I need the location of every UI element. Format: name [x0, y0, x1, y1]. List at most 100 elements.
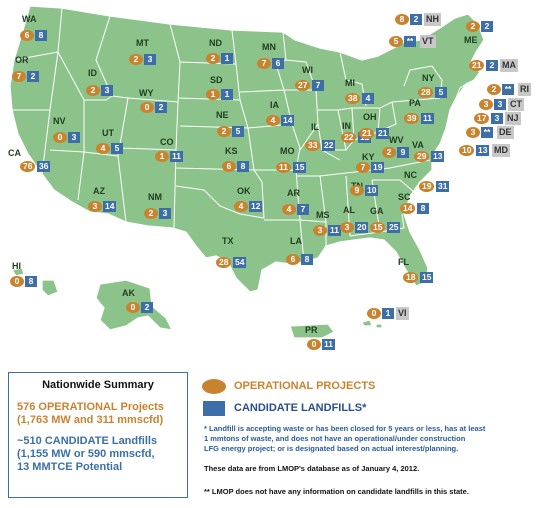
us-map [9, 5, 485, 339]
candidate-count-wv: 9 [397, 147, 409, 158]
operational-count-wa: 6 [20, 30, 34, 41]
operational-count-ak: 0 [126, 302, 140, 313]
operational-count-hi: 0 [10, 276, 24, 287]
state-label-al: AL [343, 205, 355, 215]
candidate-count-ga: 25 [387, 222, 401, 233]
candidate-count-wy: 2 [155, 102, 167, 113]
operational-count-md: 10 [459, 145, 475, 156]
state-label-md: MD [492, 144, 510, 157]
state-label-ga: GA [370, 206, 384, 216]
candidate-count-ia: 14 [281, 115, 295, 126]
candidate-count-ca: 36 [37, 161, 51, 172]
candidate-count-pa: 11 [421, 113, 434, 124]
candidate-count-ky: 19 [371, 162, 385, 173]
state-label-ar: AR [287, 188, 300, 198]
operational-legend-label: OPERATIONAL PROJECTS [234, 380, 376, 392]
summary-operational: 576 OPERATIONAL Projects (1,763 MW and 3… [17, 401, 164, 426]
operational-count-nm: 2 [144, 208, 158, 219]
operational-count-il: 33 [305, 140, 321, 151]
candidate-count-md: 13 [476, 145, 490, 156]
candidate-count-vt: ** [404, 36, 416, 47]
state-label-ct: CT [508, 98, 524, 111]
candidate-count-ok: 12 [249, 201, 263, 212]
candidate-count-la: 8 [301, 254, 313, 265]
operational-count-ca: 76 [20, 161, 36, 172]
state-label-il: IL [311, 122, 319, 132]
candidate-count-hi: 8 [25, 276, 37, 287]
state-label-wy: WY [139, 88, 154, 98]
candidate-legend-label: CANDIDATE LANDFILLS* [234, 402, 367, 414]
state-label-nj: NJ [505, 112, 521, 125]
operational-count-ma: 21 [469, 60, 485, 71]
candidate-count-nd: 1 [221, 53, 233, 64]
state-label-me: ME [464, 35, 478, 45]
state-label-in: IN [342, 121, 351, 131]
candidate-count-mt: 3 [144, 54, 156, 65]
operational-count-sd: 1 [206, 89, 220, 100]
candidate-count-wa: 8 [35, 30, 47, 41]
operational-legend-swatch [202, 379, 226, 394]
candidate-count-mo: 15 [293, 162, 307, 173]
operational-count-mi: 38 [345, 93, 361, 104]
operational-count-al: 3 [340, 222, 354, 233]
state-label-ky: KY [362, 152, 375, 162]
state-label-de: DE [497, 126, 514, 139]
operational-count-mt: 2 [129, 54, 143, 65]
candidate-count-me: 2 [481, 21, 493, 32]
operational-count-nv: 0 [53, 132, 67, 143]
operational-count-ia: 4 [266, 115, 280, 126]
source-note: These data are from LMOP's database as o… [204, 464, 420, 473]
operational-count-wy: 0 [140, 102, 154, 113]
state-label-mt: MT [136, 38, 149, 48]
operational-count-in: 22 [341, 132, 357, 143]
state-label-ut: UT [102, 128, 114, 138]
candidate-count-ne: 5 [232, 126, 244, 137]
operational-count-nj: 17 [474, 113, 490, 124]
no-info-note: ** LMOP does not have any information on… [204, 487, 469, 496]
state-label-ny: NY [422, 73, 435, 83]
operational-count-ut: 4 [96, 143, 110, 154]
state-label-wi: WI [302, 65, 313, 75]
candidate-count-sc: 8 [417, 203, 429, 214]
state-label-wv: WV [389, 135, 404, 145]
operational-count-oh: 21 [359, 128, 375, 139]
operational-count-nh: 8 [395, 14, 409, 25]
candidate-count-ak: 2 [141, 302, 153, 313]
state-label-vi: VI [396, 307, 409, 320]
operational-count-id: 2 [86, 85, 100, 96]
state-label-nh: NH [424, 13, 441, 26]
operational-count-me: 2 [466, 21, 480, 32]
operational-count-nd: 2 [206, 53, 220, 64]
state-label-wa: WA [22, 14, 37, 24]
candidate-count-pr: 11 [322, 339, 335, 350]
state-label-ia: IA [270, 100, 279, 110]
candidate-count-mi: 4 [362, 93, 374, 104]
operational-count-wv: 2 [382, 147, 396, 158]
operational-count-va: 29 [414, 151, 430, 162]
virgin-islands-shape [361, 319, 383, 329]
state-label-ks: KS [225, 146, 238, 156]
candidate-definition-note: * Landfill is accepting waste or has bee… [204, 424, 486, 453]
operational-count-ks: 6 [222, 161, 236, 172]
candidate-count-ks: 8 [237, 161, 249, 172]
state-label-ri: RI [518, 83, 531, 96]
candidate-count-mn: 6 [272, 58, 284, 69]
operational-count-tn: 9 [350, 185, 364, 196]
operational-count-ok: 4 [234, 201, 248, 212]
candidate-count-ut: 5 [111, 143, 123, 154]
candidate-count-ar: 7 [297, 204, 309, 215]
operational-count-or: 7 [12, 71, 26, 82]
operational-count-tx: 28 [216, 257, 232, 268]
state-label-or: OR [15, 55, 29, 65]
candidate-count-tx: 54 [233, 257, 247, 268]
candidate-count-al: 20 [355, 222, 369, 233]
candidate-count-nv: 3 [68, 132, 80, 143]
candidate-count-nm: 3 [159, 208, 171, 219]
candidate-count-wi: 7 [312, 80, 324, 91]
operational-count-co: 1 [155, 151, 169, 162]
state-label-ne: NE [216, 110, 229, 120]
operational-count-ky: 7 [356, 162, 370, 173]
state-label-fl: FL [398, 257, 409, 267]
nationwide-summary-box: Nationwide Summary 576 OPERATIONAL Proje… [8, 372, 188, 498]
operational-count-sc: 14 [400, 203, 416, 214]
